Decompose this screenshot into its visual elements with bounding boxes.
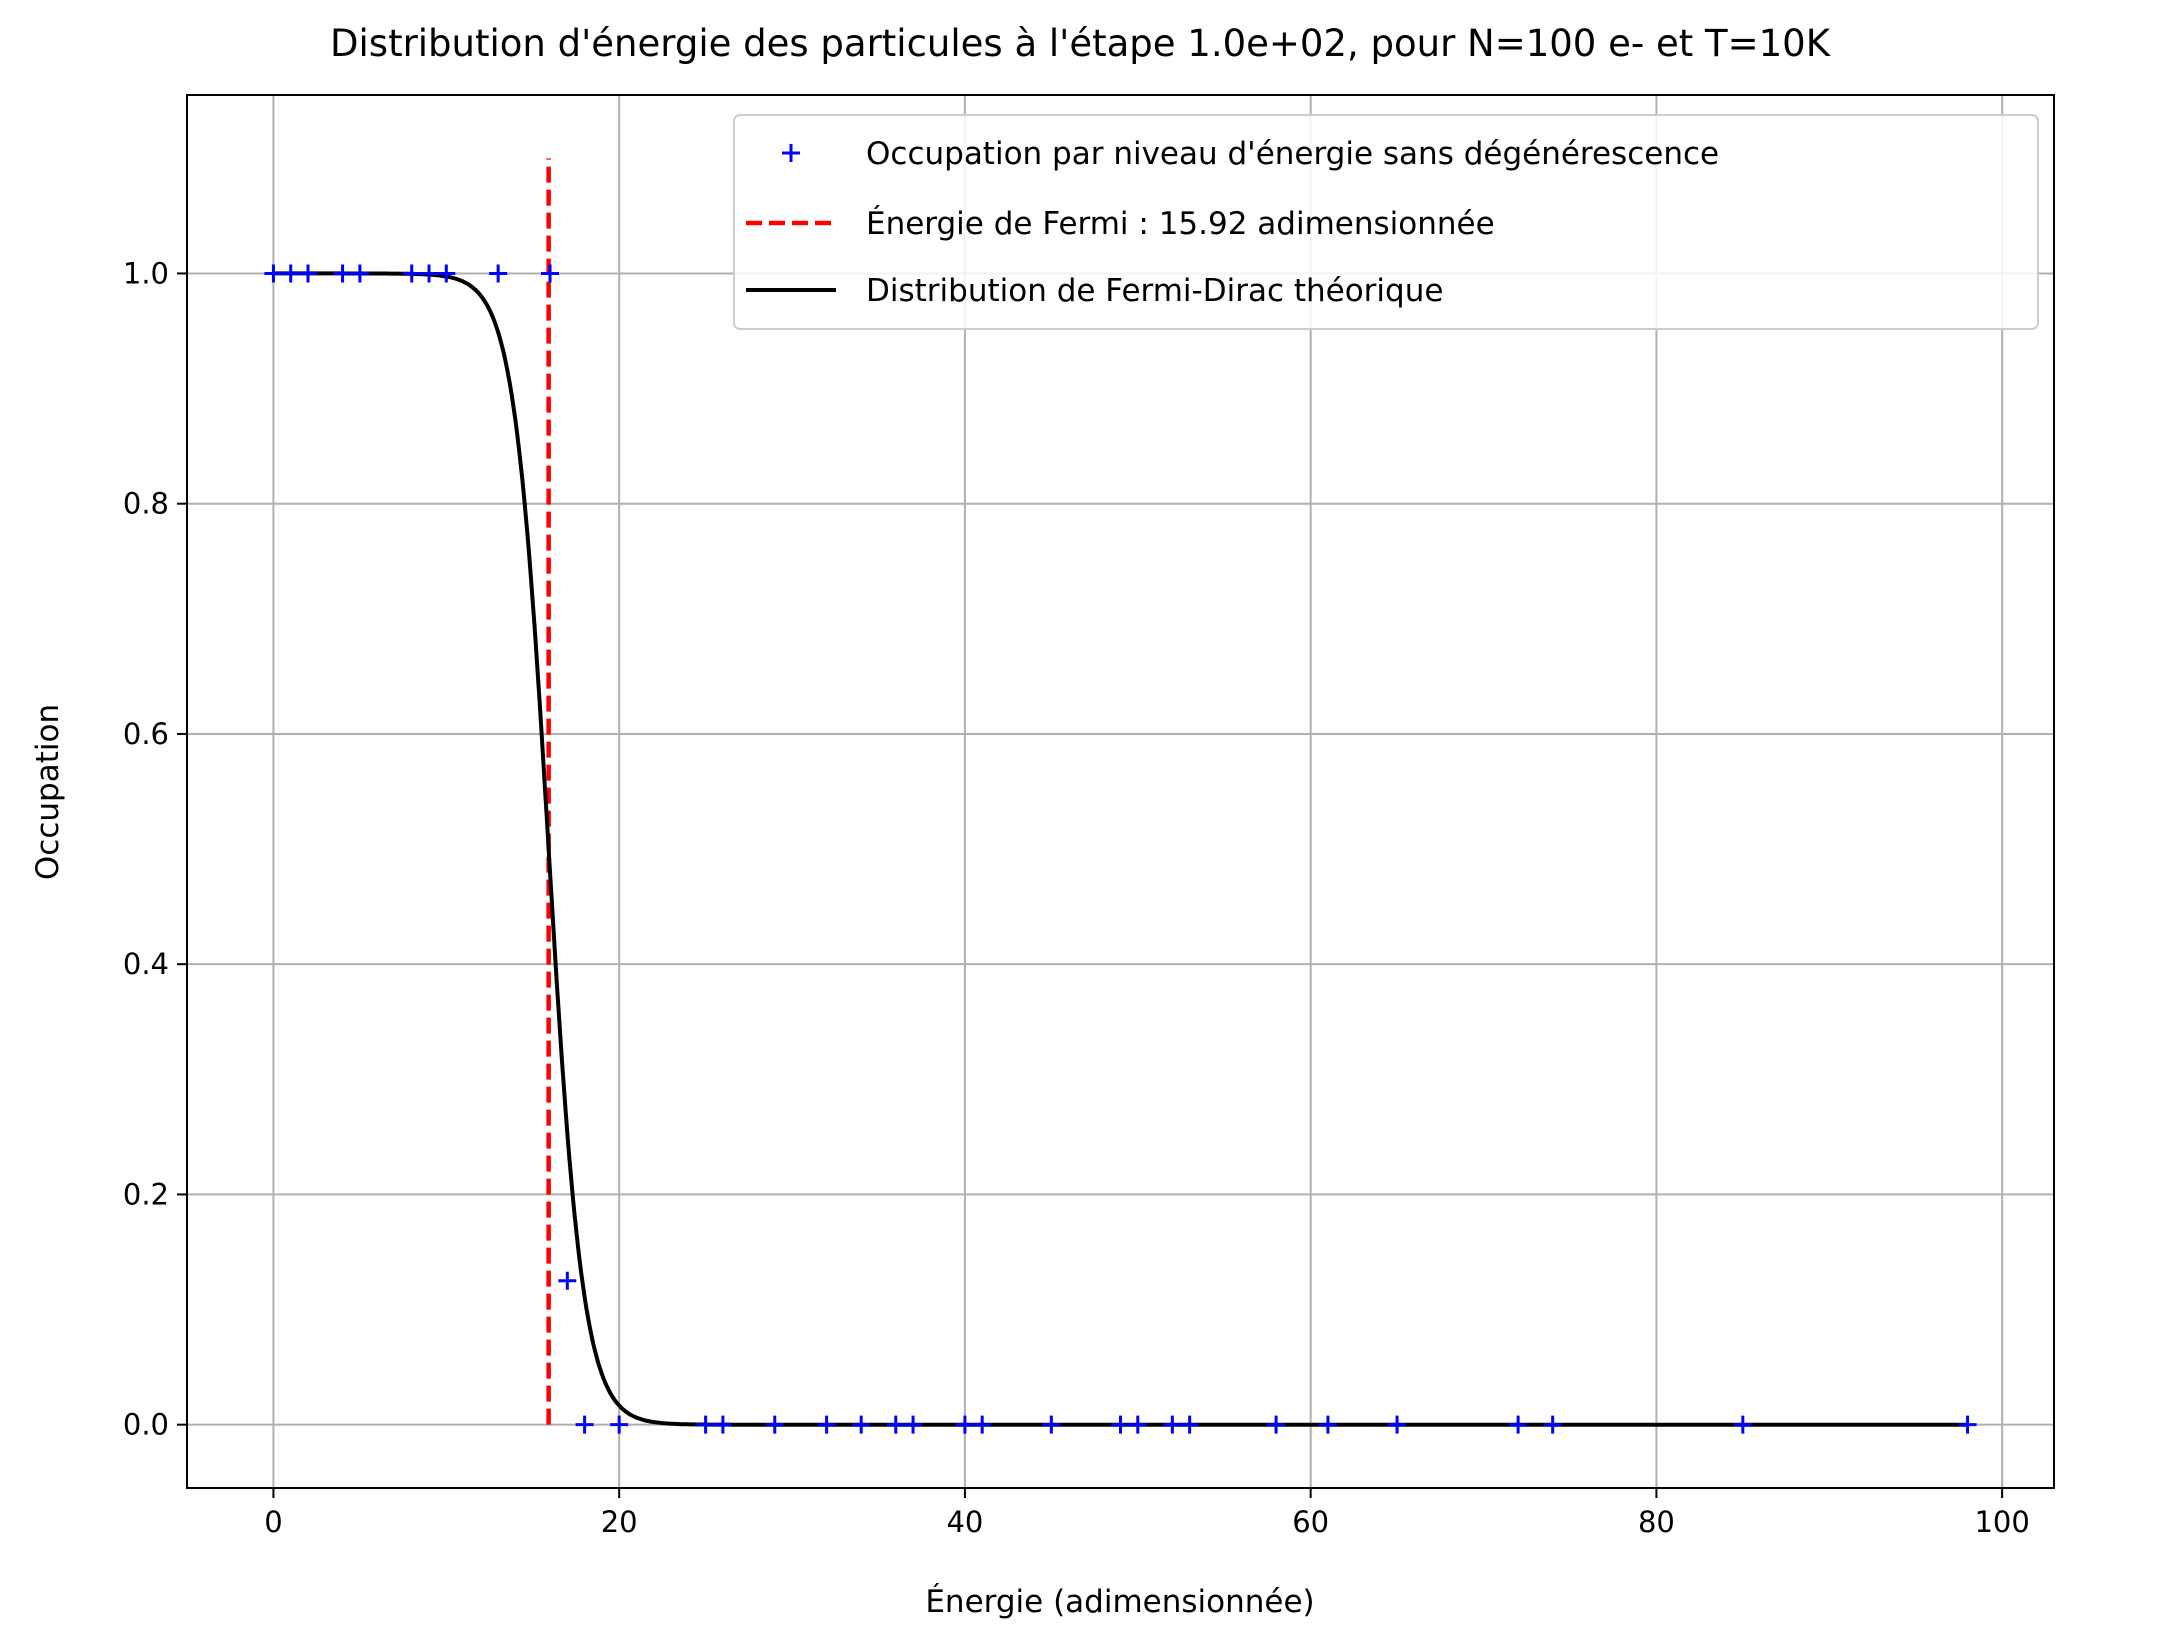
occupation-point [1163,1415,1182,1434]
x-tick-label: 60 [1292,1505,1329,1539]
x-tick-label: 80 [1638,1505,1675,1539]
x-tick-label: 0 [264,1505,282,1539]
occupation-point [489,264,508,283]
y-axis-title: Occupation [30,704,66,880]
occupation-point [610,1415,629,1434]
occupation-point [437,264,456,283]
occupation-point [817,1415,836,1434]
occupation-point [1388,1415,1407,1434]
occupation-point [886,1415,905,1434]
legend-box [733,114,2039,330]
x-axis-title: Énergie (adimensionnée) [925,1584,1314,1620]
occupation-point [713,1415,732,1434]
occupation-point [852,1415,871,1434]
occupation-point [696,1415,715,1434]
occupation-point [1509,1415,1528,1434]
legend-label: Occupation par niveau d'énergie sans dég… [866,136,1719,172]
occupation-point [955,1415,974,1434]
chart-title: Distribution d'énergie des particules à … [330,22,1832,65]
legend-entries: Occupation par niveau d'énergie sans dég… [746,136,1719,309]
occupation-point [558,1271,577,1290]
axes-frame [186,94,2055,1489]
legend-marker-occupation [782,144,800,162]
occupation-point [1318,1415,1337,1434]
y-tick-label: 0.4 [123,947,169,981]
occupation-point [1958,1415,1977,1434]
axis-ticks: 0 20 40 60 80 100 0.0 0.2 0.4 0.6 0.8 1.0 [123,256,2030,1539]
occupation-point [402,264,421,283]
occupation-point [264,264,283,283]
occupation-point [904,1415,923,1434]
occupation-point [1733,1415,1752,1434]
plot-area [264,158,1977,1434]
y-tick-label: 0.0 [123,1408,169,1442]
occupation-point [765,1415,784,1434]
occupation-point [1128,1415,1147,1434]
occupation-point [1042,1415,1061,1434]
occupation-point [1111,1415,1130,1434]
x-tick-label: 40 [946,1505,983,1539]
y-tick-label: 0.6 [123,717,169,751]
occupation-point [973,1415,992,1434]
occupation-point [541,264,560,283]
occupation-point [1267,1415,1286,1434]
occupation-point [420,264,439,283]
legend-label: Distribution de Fermi-Dirac théorique [866,273,1443,309]
occupation-point [350,264,369,283]
occupation-point [1180,1415,1199,1434]
occupation-point [333,264,352,283]
occupation-point [575,1415,594,1434]
y-tick-label: 0.8 [123,487,169,521]
legend-label: Énergie de Fermi : 15.92 adimensionnée [866,206,1495,242]
x-tick-label: 20 [601,1505,638,1539]
occupation-point [299,264,318,283]
y-tick-label: 0.2 [123,1177,169,1211]
x-tick-label: 100 [1974,1505,2029,1539]
y-tick-label: 1.0 [123,256,169,290]
legend: Occupation par niveau d'énergie sans dég… [733,114,2039,330]
occupation-point [281,264,300,283]
occupation-point [1543,1415,1562,1434]
